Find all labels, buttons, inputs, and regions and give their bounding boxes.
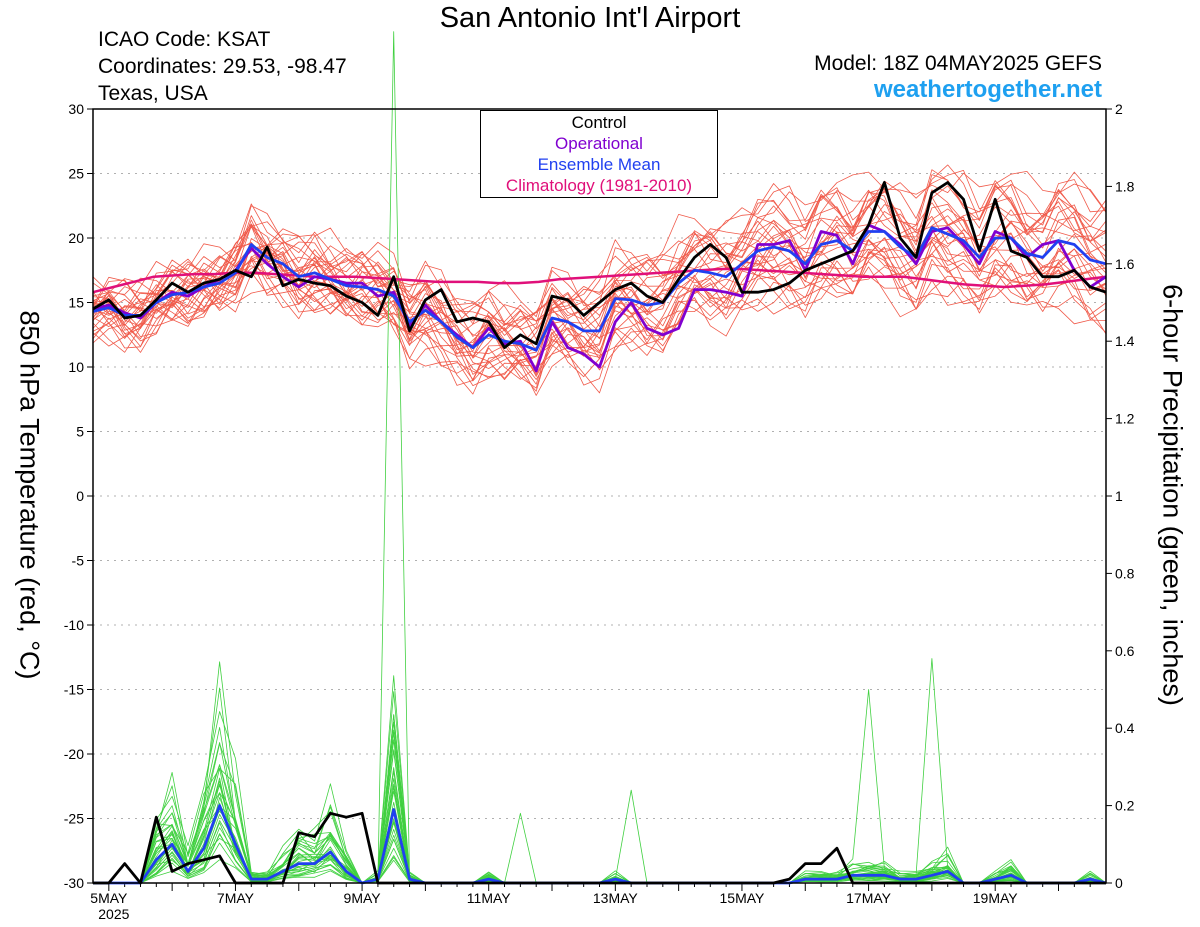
y-tick-label-right: 1.8 — [1115, 178, 1135, 194]
ensemble-member-temp-line — [92, 240, 1107, 380]
ensemble-member-temp-line — [92, 245, 1107, 380]
ensemble-member-temp-line — [92, 164, 1107, 328]
ensemble-member-precip-line — [93, 731, 1107, 884]
y-tick-label-right: 0.2 — [1115, 798, 1135, 814]
y-tick-label-left: -5 — [72, 553, 85, 569]
ensemble-member-temp-line — [92, 216, 1107, 356]
y-tick-label-right: 2 — [1115, 101, 1123, 117]
ensemble-member-temp-line — [92, 246, 1107, 379]
ensemble-member-precip-line — [93, 729, 1107, 884]
y-tick-label-left: -10 — [64, 617, 84, 633]
y-tick-label-left: 25 — [68, 166, 84, 182]
y-tick-label-left: -20 — [64, 746, 84, 762]
plot-frame — [92, 108, 1107, 884]
legend-control: Control — [571, 113, 627, 132]
x-tick-sublabel: 2025 — [98, 906, 129, 922]
ensemble-member-temp-line — [92, 205, 1107, 359]
ensemble-member-temp-line — [92, 169, 1107, 330]
ensemble-member-precip-line — [93, 661, 1107, 884]
x-tick-label: 5MAY — [90, 890, 128, 906]
y-tick-label-left: 5 — [76, 424, 84, 440]
coordinates: Coordinates: 29.53, -98.47 — [98, 55, 347, 78]
ensemble-member-temperature-lines — [92, 164, 1107, 396]
control-temp-line — [92, 181, 1107, 350]
y-tick-label-right: 0.6 — [1115, 643, 1135, 659]
x-tick-label: 11MAY — [467, 890, 511, 906]
y-tick-label-left: 10 — [68, 359, 84, 375]
y-tick-label-right: 1.2 — [1115, 411, 1135, 427]
x-tick-label: 9MAY — [344, 890, 382, 906]
ensemble-member-temp-line — [92, 174, 1107, 332]
climatology-line — [92, 267, 1107, 294]
y-tick-label-left: -30 — [64, 875, 84, 891]
y-tick-label-left: 15 — [68, 295, 84, 311]
ensemble-member-temp-line — [92, 188, 1107, 338]
x-tick-label: 13MAY — [593, 890, 639, 906]
ensemble-member-temp-line — [92, 266, 1107, 396]
ensemble-member-temp-line — [92, 228, 1107, 376]
legend-ensemble-mean: Ensemble Mean — [537, 155, 661, 174]
model-run: Model: 18Z 04MAY2025 GEFS — [814, 52, 1102, 75]
y-tick-label-right: 1.6 — [1115, 256, 1135, 272]
website-link[interactable]: weathertogether.net — [873, 76, 1102, 103]
x-tick-label: 15MAY — [720, 890, 766, 906]
y-axis-label-right: 6-hour Precipitation (green, inches) — [1157, 284, 1188, 706]
y-tick-label-right: 0.8 — [1115, 565, 1135, 581]
legend-operational: Operational — [555, 134, 643, 153]
y-tick-label-right: 0 — [1115, 875, 1123, 891]
chart-title: San Antonio Int'l Airport — [439, 2, 741, 34]
y-tick-label-right: 1 — [1115, 488, 1123, 504]
x-tick-label: 7MAY — [217, 890, 255, 906]
y-tick-label-left: -25 — [64, 811, 84, 827]
operational-temp-line — [92, 223, 1107, 373]
y-tick-label-right: 0.4 — [1115, 720, 1135, 736]
x-tick-label: 17MAY — [846, 890, 892, 906]
legend-climatology: Climatology (1981-2010) — [505, 176, 693, 195]
y-tick-label-left: 0 — [76, 488, 84, 504]
region: Texas, USA — [98, 82, 208, 105]
ensemble-member-precip-line — [93, 721, 1107, 884]
ensemble-mean-temp-line — [92, 226, 1107, 352]
gridlines — [93, 173, 1106, 819]
icao-code: ICAO Code: KSAT — [98, 28, 271, 51]
y-axis-label-left: 850 hPa Temperature (red, °C) — [14, 310, 45, 680]
y-tick-label-left: 30 — [68, 101, 84, 117]
legend: Control Operational Ensemble Mean Climat… — [480, 110, 718, 198]
y-tick-label-left: 20 — [68, 230, 84, 246]
x-tick-label: 19MAY — [973, 890, 1019, 906]
y-tick-label-right: 1.4 — [1115, 333, 1135, 349]
ensemble-member-temp-line — [92, 210, 1107, 353]
ensemble-member-precip-line — [93, 658, 1107, 884]
y-tick-label-left: -15 — [64, 682, 84, 698]
ensemble-member-temp-line — [92, 251, 1107, 378]
